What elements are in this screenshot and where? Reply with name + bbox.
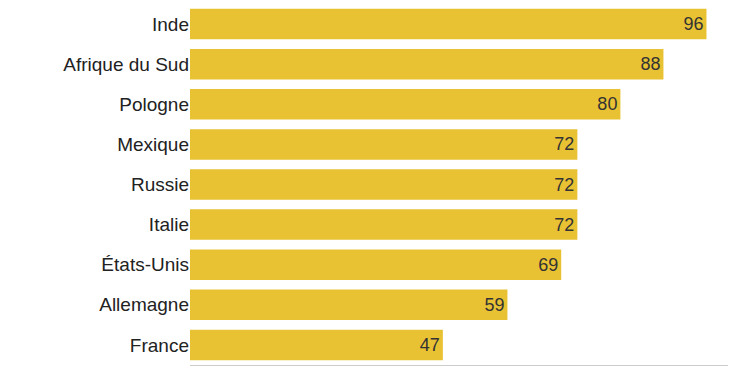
svg-text:Inde: Inde (152, 14, 189, 35)
svg-text:États-Unis: États-Unis (101, 254, 189, 275)
svg-text:France: France (130, 335, 189, 356)
svg-text:Allemagne: Allemagne (99, 294, 189, 315)
svg-text:80: 80 (597, 94, 617, 114)
svg-text:Pologne: Pologne (119, 94, 189, 115)
svg-text:Afrique du Sud: Afrique du Sud (63, 54, 189, 75)
svg-text:72: 72 (554, 134, 574, 154)
svg-text:69: 69 (538, 255, 558, 275)
svg-text:72: 72 (554, 175, 574, 195)
svg-text:Italie: Italie (149, 214, 189, 235)
svg-text:72: 72 (554, 215, 574, 235)
svg-text:88: 88 (640, 54, 660, 74)
svg-text:59: 59 (484, 295, 504, 315)
svg-text:Mexique: Mexique (117, 134, 189, 155)
svg-text:47: 47 (420, 335, 440, 355)
svg-text:96: 96 (683, 14, 703, 34)
svg-text:Russie: Russie (131, 174, 189, 195)
